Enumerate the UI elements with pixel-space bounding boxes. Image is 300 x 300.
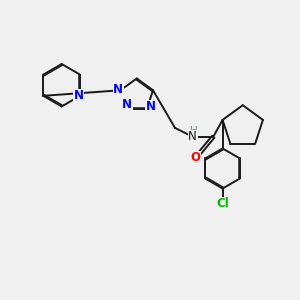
Text: H: H xyxy=(190,126,198,136)
Text: N: N xyxy=(113,83,123,96)
Text: N: N xyxy=(74,89,84,102)
Text: N: N xyxy=(146,100,156,113)
Text: Cl: Cl xyxy=(216,197,229,210)
Text: N: N xyxy=(122,98,132,111)
Text: O: O xyxy=(190,152,201,164)
Text: N: N xyxy=(188,130,197,143)
